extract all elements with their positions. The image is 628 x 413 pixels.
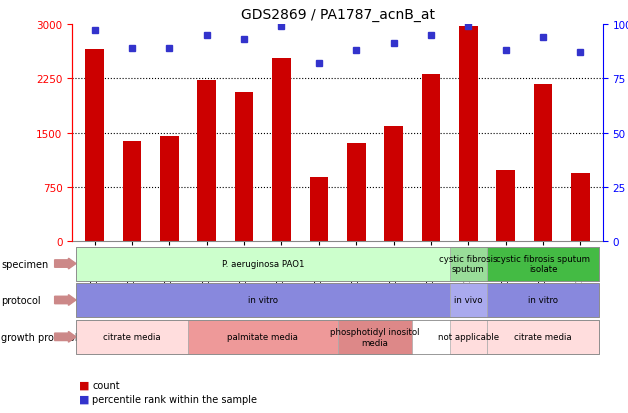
Bar [85, 50, 104, 242]
Bar [310, 178, 328, 242]
Bar [235, 93, 254, 242]
Bar [384, 127, 403, 242]
Text: ■: ■ [78, 394, 89, 404]
Text: palmitate media: palmitate media [227, 332, 298, 342]
Bar [160, 137, 179, 242]
Text: citrate media: citrate media [514, 332, 572, 342]
Bar [347, 143, 365, 242]
Bar [459, 27, 478, 242]
Text: citrate media: citrate media [103, 332, 161, 342]
Text: cystic fibrosis sputum
isolate: cystic fibrosis sputum isolate [496, 254, 590, 273]
Title: GDS2869 / PA1787_acnB_at: GDS2869 / PA1787_acnB_at [241, 8, 435, 22]
Bar [496, 171, 515, 242]
Text: in vitro: in vitro [248, 296, 278, 305]
Text: ■: ■ [78, 380, 89, 390]
Bar [421, 75, 440, 242]
Text: specimen: specimen [1, 259, 48, 269]
Bar [197, 81, 216, 242]
Text: cystic fibrosis
sputum: cystic fibrosis sputum [439, 254, 497, 273]
Text: not applicable: not applicable [438, 332, 499, 342]
Text: in vivo: in vivo [454, 296, 482, 305]
Text: P. aeruginosa PAO1: P. aeruginosa PAO1 [222, 259, 304, 268]
Bar [534, 85, 553, 242]
Bar [122, 142, 141, 242]
Bar [571, 173, 590, 242]
Bar [272, 59, 291, 242]
Text: percentile rank within the sample: percentile rank within the sample [92, 394, 257, 404]
Text: in vitro: in vitro [528, 296, 558, 305]
Text: protocol: protocol [1, 295, 41, 305]
Text: count: count [92, 380, 120, 390]
Text: growth protocol: growth protocol [1, 332, 78, 342]
Text: phosphotidyl inositol
media: phosphotidyl inositol media [330, 328, 420, 347]
